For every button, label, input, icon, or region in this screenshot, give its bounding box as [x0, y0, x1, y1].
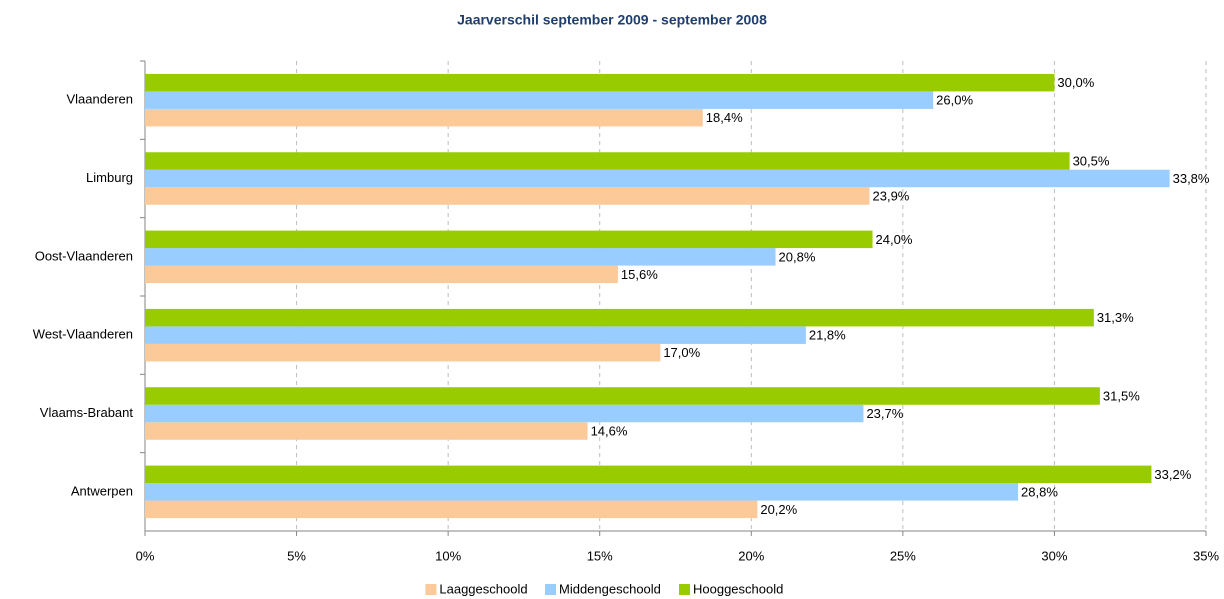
data-label: 20,8% — [779, 249, 816, 264]
legend-swatch — [425, 584, 437, 595]
bar — [145, 108, 703, 127]
bar — [145, 187, 870, 205]
y-tick-label: Limburg — [86, 170, 133, 185]
x-tick-label: 35% — [1193, 548, 1219, 563]
bar — [145, 387, 1100, 405]
data-label: 26,0% — [936, 93, 973, 108]
bar — [145, 230, 873, 249]
data-label: 28,8% — [1021, 484, 1058, 499]
data-label: 31,3% — [1097, 310, 1134, 325]
bar — [145, 169, 1170, 188]
x-tick-label: 10% — [435, 548, 461, 563]
data-label: 15,6% — [621, 267, 658, 282]
data-label: 31,5% — [1103, 388, 1140, 403]
legend-swatch — [679, 584, 690, 595]
x-tick-label: 30% — [1041, 548, 1067, 563]
legend-label: Laaggeschoold — [439, 581, 527, 596]
bar — [145, 265, 618, 284]
y-tick-label: Vlaanderen — [67, 92, 134, 107]
bar — [145, 248, 776, 266]
bar — [145, 422, 588, 440]
data-label: 18,4% — [706, 110, 743, 125]
data-label: 33,2% — [1154, 467, 1191, 482]
data-label: 21,8% — [809, 328, 846, 343]
legend-label: Middengeschoold — [559, 581, 661, 596]
legend-swatch — [545, 584, 556, 595]
data-label: 24,0% — [876, 232, 913, 247]
data-label: 20,2% — [760, 502, 797, 517]
data-label: 14,6% — [591, 423, 628, 438]
legend-label: Hooggeschoold — [693, 581, 783, 596]
data-label: 23,7% — [866, 406, 903, 421]
data-label: 30,5% — [1073, 153, 1110, 168]
bar — [145, 73, 1055, 92]
x-tick-label: 0% — [136, 548, 155, 563]
x-tick-label: 25% — [890, 548, 916, 563]
data-label: 30,0% — [1057, 75, 1094, 90]
bar — [145, 152, 1070, 170]
data-label: 17,0% — [663, 345, 700, 360]
bar — [145, 500, 758, 519]
bar — [145, 326, 806, 344]
x-tick-label: 15% — [587, 548, 613, 563]
bar — [145, 308, 1094, 327]
chart-title: Jaarverschil september 2009 - september … — [457, 12, 767, 28]
x-tick-label: 20% — [738, 548, 764, 563]
bar — [145, 483, 1019, 501]
y-tick-label: Oost-Vlaanderen — [35, 248, 133, 263]
y-tick-label: Antwerpen — [71, 483, 133, 498]
data-label: 23,9% — [873, 188, 910, 203]
x-tick-label: 5% — [287, 548, 306, 563]
y-tick-label: West-Vlaanderen — [33, 327, 133, 342]
y-tick-label: Vlaams-Brabant — [40, 405, 134, 420]
bar — [145, 465, 1152, 484]
bar — [145, 91, 934, 109]
bar — [145, 343, 661, 362]
bar — [145, 404, 864, 423]
data-label: 33,8% — [1173, 171, 1210, 186]
